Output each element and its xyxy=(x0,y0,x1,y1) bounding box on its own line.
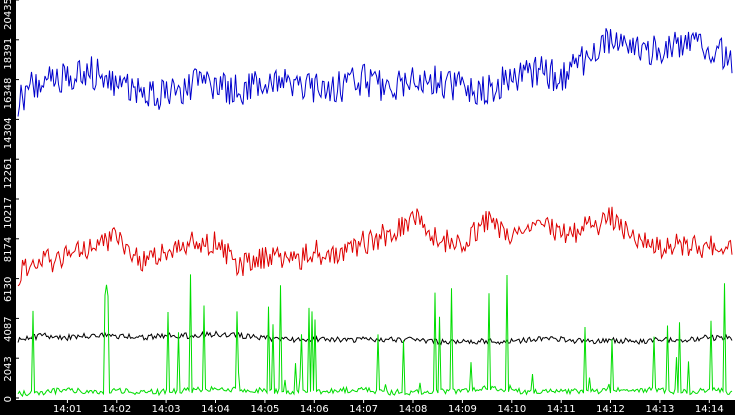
y-tick-label: 18391 xyxy=(3,38,14,70)
y-tick-label: 0 xyxy=(3,396,14,402)
y-tick-labels: 0 2043 4087 6130 8174 10217 12261 14304 16348 183… xyxy=(3,0,19,402)
y-tick-label: 16348 xyxy=(3,78,14,110)
y-tick-label: 4087 xyxy=(3,316,14,341)
series-line-3 xyxy=(17,330,733,346)
x-tick-label: 14:12 xyxy=(596,404,625,415)
series-line-4 xyxy=(17,274,733,398)
y-tick-label: 12261 xyxy=(3,157,14,189)
y-tick-label: 8174 xyxy=(3,237,14,262)
x-tick-label: 14:13 xyxy=(645,404,674,415)
y-tick-label: 10217 xyxy=(3,197,14,229)
y-tick-label: 14304 xyxy=(3,117,14,149)
x-tick-label: 14:08 xyxy=(399,404,428,415)
series-line-2 xyxy=(17,206,733,287)
series-line-1 xyxy=(17,28,733,117)
x-axis-bar xyxy=(0,400,735,415)
x-tick-label: 14:11 xyxy=(547,404,576,415)
x-tick-label: 14:01 xyxy=(53,404,82,415)
x-tick-label: 14:05 xyxy=(250,404,279,415)
x-tick-label: 14:02 xyxy=(102,404,131,415)
x-tick-label: 14:03 xyxy=(152,404,181,415)
y-tick-label: 2043 xyxy=(3,356,14,381)
x-tick-label: 14:06 xyxy=(300,404,329,415)
y-tick-label: 6130 xyxy=(3,277,14,302)
y-tick-label: 20435 xyxy=(3,0,14,30)
y-axis-bar xyxy=(0,0,16,415)
x-tick-label: 14:07 xyxy=(349,404,378,415)
x-tick-label: 14:14 xyxy=(695,404,724,415)
x-tick-label: 14:04 xyxy=(201,404,230,415)
series-layer xyxy=(17,28,733,398)
x-tick-label: 14:10 xyxy=(497,404,526,415)
x-tick-label: 14:09 xyxy=(448,404,477,415)
x-tick-labels: 14:01 14:02 14:03 14:04 14:05 14:06 14:07 14:08… xyxy=(53,400,724,415)
